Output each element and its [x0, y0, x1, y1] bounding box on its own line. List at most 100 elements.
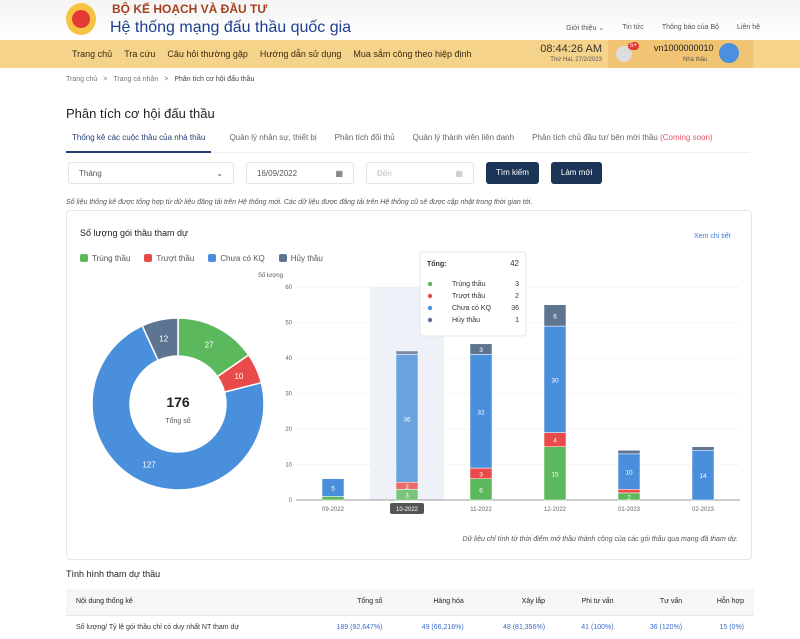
cell-link[interactable]: 36 (120%)	[623, 614, 693, 639]
to-date-input[interactable]: Đến ▦	[366, 162, 474, 184]
tooltip-dot	[427, 305, 433, 311]
tab-joint-venture[interactable]: Quản lý thành viên liên danh	[412, 133, 515, 142]
legend-cancel[interactable]: Hủy thầu	[278, 254, 323, 263]
nav-faq[interactable]: Câu hỏi thường gặp	[167, 49, 248, 59]
x-tick-label: 11-2022	[470, 507, 492, 513]
tooltip-row-value: 2	[515, 293, 519, 300]
chart-footnote: Dữ liệu chỉ tính từ thời điểm mở thầu th…	[462, 536, 738, 543]
x-tick-label: 10-2022	[396, 507, 419, 513]
crumb-home[interactable]: Trang chủ	[66, 76, 98, 83]
chart-title: Số lượng gói thầu tham dự	[80, 228, 189, 238]
donut-slice-label: 10	[234, 372, 243, 381]
tooltip-row-label: Hủy thầu	[452, 315, 480, 324]
bar-value-label: 36	[403, 416, 411, 423]
donut-total: 176	[166, 394, 190, 410]
crumb-profile[interactable]: Trang cá nhân	[113, 76, 159, 83]
nav-home[interactable]: Trang chủ	[72, 49, 113, 59]
bar-value-label: 6	[479, 487, 483, 494]
top-link-news[interactable]: Tin tức	[622, 24, 644, 31]
x-tick-label: 01-2023	[618, 507, 641, 513]
col-header: Phi tư vấn	[555, 589, 624, 615]
top-link-contact[interactable]: Liên hệ	[737, 24, 760, 31]
bar-segment	[543, 304, 567, 327]
col-header: Hàng hóa	[392, 589, 474, 615]
tooltip	[419, 251, 527, 337]
tooltip-total-label: Tổng:	[427, 260, 446, 268]
row-label: Số lượng/ Tỷ lệ gói thầu chỉ có duy nhất…	[66, 614, 307, 639]
system-name[interactable]: Hệ thống mạng đấu thầu quốc gia	[110, 19, 352, 36]
tooltip-row-label: Trúng thầu	[452, 279, 486, 288]
nav-procurement[interactable]: Mua sắm công theo hiệp định	[353, 49, 472, 59]
col-header: Tư vấn	[623, 589, 693, 615]
crumb-sep: >	[164, 76, 169, 83]
page-title: Phân tích cơ hội đấu thầu	[66, 106, 215, 121]
avatar[interactable]	[719, 43, 739, 63]
tab-staff-equipment[interactable]: Quản lý nhân sự, thiết bị	[229, 133, 317, 142]
x-tick-label: 09-2022	[322, 507, 345, 513]
y-tick-label: 50	[285, 321, 292, 327]
bar-value-label: 2	[627, 494, 631, 501]
bar-segment	[321, 496, 345, 501]
bar-segment	[321, 478, 345, 497]
tooltip-total-value: 42	[510, 259, 519, 268]
user-box[interactable]: 5+ vn1000000010 Nhà thầu	[608, 40, 753, 68]
tab-bidder-stats[interactable]: Thống kê các cuộc thầu của nhà thầu	[66, 133, 212, 153]
search-button[interactable]: Tìm kiếm	[486, 162, 539, 184]
period-value: Tháng	[79, 169, 102, 178]
chart-card	[66, 210, 752, 560]
x-tick-label: 02-2023	[692, 507, 715, 513]
bell-icon[interactable]	[616, 46, 632, 62]
user-role: Nhà thầu	[683, 57, 708, 63]
bar-segment	[691, 446, 715, 451]
legend-label: Hủy thầu	[290, 254, 323, 263]
top-link-intro[interactable]: Giới thiệu ⌄	[566, 25, 605, 32]
cell-link[interactable]: 41 (100%)	[555, 614, 624, 639]
legend-label: Trượt thầu	[156, 254, 195, 263]
tab-competitors[interactable]: Phân tích đối thủ	[334, 133, 395, 142]
nav-search[interactable]: Tra cứu	[124, 49, 156, 59]
bar-value-label: 3	[479, 347, 483, 354]
period-select[interactable]: Tháng ⌄	[68, 162, 234, 184]
to-date-placeholder: Đến	[377, 169, 392, 178]
crumb-sep: >	[103, 76, 108, 83]
legend-win[interactable]: Trúng thầu	[80, 254, 130, 263]
national-emblem-logo	[66, 3, 96, 35]
donut-slice-label: 127	[142, 460, 156, 469]
x-tick-label: 12-2022	[544, 507, 567, 513]
site-header: BỘ KẾ HOẠCH VÀ ĐẦU TƯ Hệ thống mạng đấu …	[0, 0, 800, 40]
donut-slice	[91, 324, 265, 491]
org-name: BỘ KẾ HOẠCH VÀ ĐẦU TƯ	[112, 2, 268, 16]
bar-value-label: 32	[477, 409, 485, 416]
cell-link[interactable]: 49 (66,216%)	[392, 614, 474, 639]
bar-value-label: 3	[479, 471, 483, 478]
x-tick-highlight	[390, 503, 424, 514]
tooltip-row-value: 36	[511, 305, 519, 312]
nav-guide[interactable]: Hướng dẫn sử dụng	[259, 49, 342, 59]
top-link-ministry[interactable]: Thông báo của Bộ	[661, 24, 720, 31]
table-row: Số lượng/ Tỷ lệ gói thầu chỉ có duy nhất…	[66, 614, 754, 639]
y-tick-label: 30	[285, 392, 292, 398]
donut-slice	[141, 317, 179, 362]
view-details-link[interactable]: Xem chi tiết	[694, 233, 731, 240]
y-tick-label: 40	[285, 356, 292, 362]
bar-segment	[617, 450, 641, 455]
tab-investor-analysis[interactable]: Phân tích chủ đầu tư/ bên mời thầu (Comi…	[532, 133, 713, 152]
tooltip-row-value: 1	[515, 317, 519, 324]
y-tick-label: 10	[285, 463, 292, 469]
clock-date: Thứ Hai, 27/2/2023	[550, 57, 602, 63]
from-date-input[interactable]: 16/09/2022 ▦	[246, 162, 354, 184]
cell-link[interactable]: 189 (92,647%)	[306, 614, 393, 639]
tooltip-dot	[427, 293, 433, 299]
username[interactable]: vn1000000010	[654, 43, 714, 53]
reset-button[interactable]: Làm mới	[550, 162, 603, 184]
tooltip-row-label: Chưa có KQ	[452, 305, 491, 312]
donut-total-label: Tổng số	[165, 416, 190, 425]
data-note: Số liệu thống kê được tổng hợp từ dữ liệ…	[66, 199, 533, 206]
cell-link[interactable]: 48 (81,356%)	[473, 614, 556, 639]
col-header: Nội dung thống kê	[66, 589, 307, 615]
legend-lose[interactable]: Trượt thầu	[144, 254, 194, 263]
cell-link[interactable]: 15 (0%)	[692, 614, 754, 639]
bar-value-label: 14	[699, 473, 707, 480]
legend-pending[interactable]: Chưa có KQ	[208, 254, 265, 263]
tooltip-dot	[427, 281, 433, 287]
